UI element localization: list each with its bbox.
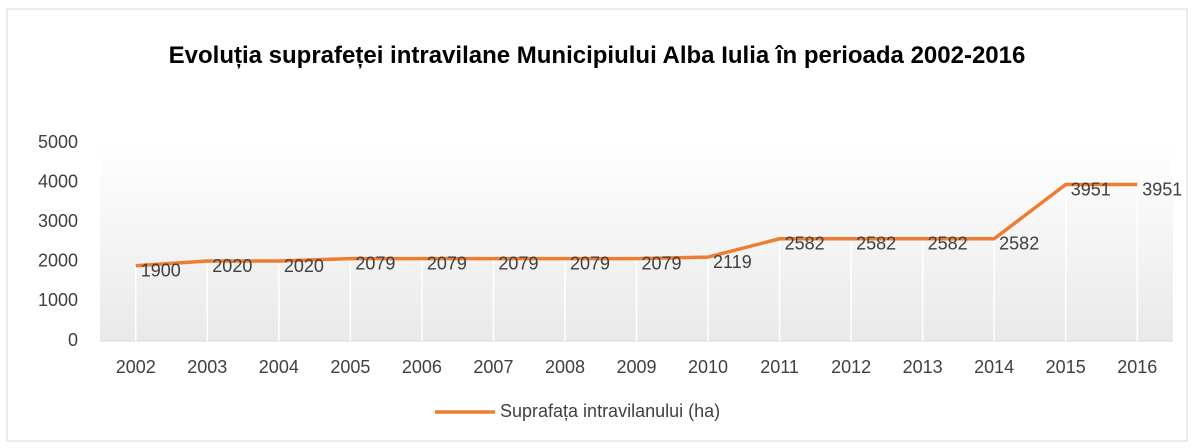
data-label: 2079 [355,253,395,273]
x-tick-label: 2015 [1046,357,1086,377]
x-tick-label: 2009 [616,357,656,377]
data-label: 2582 [785,234,825,254]
legend-label: Suprafața intravilanului (ha) [500,401,720,421]
x-tick-label: 2002 [116,357,156,377]
data-label: 2020 [284,256,324,276]
x-tick-label: 2014 [974,357,1014,377]
x-tick-label: 2007 [473,357,513,377]
y-tick-label: 1000 [38,290,78,310]
x-tick-label: 2010 [688,357,728,377]
data-label: 2582 [928,234,968,254]
data-label: 2119 [713,252,752,272]
y-tick-label: 4000 [38,171,78,191]
chart-title: Evoluția suprafeței intravilane Municipi… [168,42,1026,69]
x-tick-label: 2005 [330,357,370,377]
x-tick-label: 2008 [545,357,585,377]
x-tick-label: 2013 [903,357,943,377]
data-label: 2079 [570,253,610,273]
y-tick-label: 0 [68,330,78,350]
data-label: 3951 [1071,179,1111,199]
data-label: 2079 [427,253,467,273]
data-label: 2582 [999,234,1039,254]
y-tick-label: 3000 [38,211,78,231]
x-tick-label: 2012 [831,357,871,377]
data-label: 1900 [141,261,181,281]
x-tick-label: 2004 [259,357,299,377]
x-tick-label: 2003 [187,357,227,377]
x-tick-label: 2006 [402,357,442,377]
data-label: 2079 [498,253,538,273]
y-tick-label: 2000 [38,251,78,271]
data-label: 2079 [642,253,682,273]
x-tick-label: 2011 [760,357,799,377]
y-tick-label: 5000 [38,132,78,152]
series-line [135,182,1138,268]
x-tick-label: 2016 [1117,357,1157,377]
data-label: 2582 [856,234,896,254]
data-label: 3951 [1142,179,1182,199]
data-label: 2020 [212,256,252,276]
